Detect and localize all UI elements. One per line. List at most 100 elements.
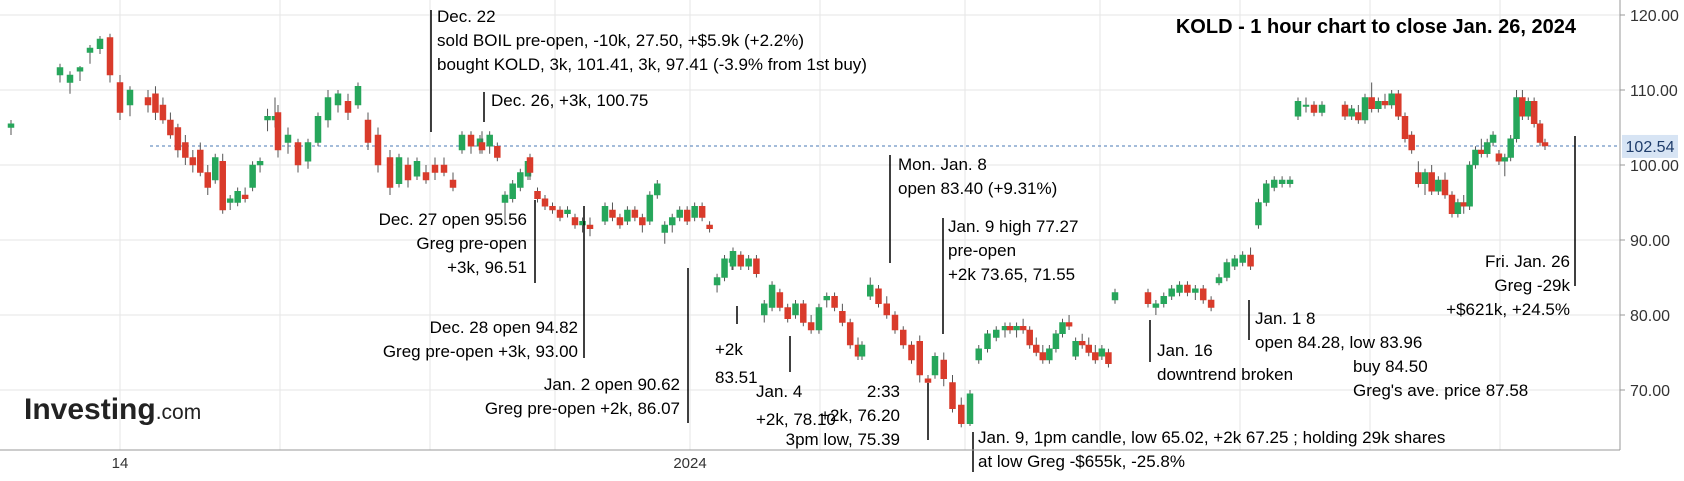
candle-down (916, 341, 923, 376)
annotation-line: Jan. 2 open 90.62 (544, 375, 680, 394)
candle-up (768, 284, 776, 308)
annotation-line: Jan. 9, 1pm candle, low 65.02, +2k 67.25… (978, 428, 1445, 447)
candle-down (1033, 344, 1040, 353)
candle-up (1072, 341, 1079, 357)
candle-down (846, 322, 854, 346)
annotation-jan2b: +2k 83.51 (715, 340, 758, 387)
annotation-line: Dec. 28 open 94.82 (430, 318, 578, 337)
candle-up (249, 164, 256, 188)
candle-up (314, 116, 322, 143)
candle-up (1013, 326, 1020, 331)
candle-up (691, 206, 698, 218)
candle-down (1536, 123, 1544, 143)
annotation-line: Greg's ave. price 87.58 (1353, 381, 1528, 400)
candle-down (174, 127, 182, 151)
candle-up (815, 307, 823, 331)
candle-up (1059, 322, 1066, 334)
candle-down (364, 119, 372, 143)
candle-up (226, 198, 234, 203)
annotation-line: +2k 73.65, 71.55 (948, 265, 1075, 284)
annotation-jan4: Jan. 4 +2k, 78.10 (756, 382, 836, 429)
candle-up (1421, 172, 1429, 184)
candle-down (1530, 101, 1538, 124)
candle-up (211, 157, 219, 181)
candle-up (66, 74, 74, 83)
candle-up (1192, 288, 1199, 293)
candle-up (1435, 179, 1442, 192)
candle-up (458, 134, 466, 151)
candle-down (167, 119, 174, 136)
candle-down (144, 97, 152, 106)
candle-up (234, 191, 241, 203)
y-tick-label: 70.00 (1630, 383, 1670, 400)
candle-down (631, 209, 639, 218)
candle-down (639, 217, 646, 226)
annotation-line: Greg pre-open +2k, 86.07 (485, 399, 680, 418)
candle-up (334, 93, 342, 106)
candle-up (413, 161, 421, 177)
candle-down (549, 206, 556, 211)
candle-down (526, 157, 534, 173)
candle-up (601, 206, 609, 222)
candle-down (1495, 153, 1503, 162)
candle-up (1361, 97, 1369, 121)
candle-down (737, 254, 745, 267)
candle-down (1199, 288, 1207, 301)
investing-logo: Investing.com (24, 393, 201, 426)
candle-up (1294, 101, 1302, 117)
candle-up (56, 67, 64, 76)
candle-down (556, 209, 564, 218)
candle-down (958, 404, 965, 424)
candle-down (1478, 149, 1485, 154)
candle-up (1348, 108, 1355, 117)
candle-up (1270, 179, 1278, 188)
annotation-line: Jan. 9 high 77.27 (948, 217, 1078, 236)
candle-down (1207, 299, 1215, 308)
annotation-line: Greg -29k (1494, 276, 1570, 295)
candle-down (1401, 116, 1409, 139)
annotation-line: 3pm low, 75.39 (786, 430, 900, 449)
candle-down (831, 296, 838, 308)
candle-down (940, 359, 947, 379)
candle-down (784, 307, 791, 319)
candle-down (1184, 284, 1191, 293)
candle-up (823, 296, 830, 301)
candle-down (541, 198, 549, 207)
candle-down (467, 134, 475, 147)
candle-up (646, 194, 654, 222)
candle-down (1078, 341, 1086, 346)
candle-up (975, 348, 982, 361)
candle-down (1247, 254, 1254, 267)
candle-up (1046, 348, 1053, 361)
candle-down (1355, 112, 1362, 121)
candle-down (800, 303, 807, 323)
candle-down (1428, 172, 1435, 192)
annotation-line: at low Greg -$655k, -25.8% (978, 452, 1185, 471)
annotation-dec22: Dec. 22 sold BOIL pre-open, -10k, 27.50, … (437, 7, 867, 74)
annotation-line: downtrend broken (1157, 365, 1293, 384)
annotation-jan9low: Jan. 9, 1pm candle, low 65.02, +2k 67.25… (978, 428, 1445, 471)
candle-up (1525, 101, 1532, 117)
y-tick-label: 110.00 (1630, 83, 1678, 100)
candle-up (1286, 179, 1294, 184)
candle-up (654, 183, 661, 196)
candle-up (1501, 157, 1509, 162)
annotation-line: Mon. Jan. 8 (898, 155, 987, 174)
annotation-dec27: Dec. 27 open 95.56 Greg pre-open +3k, 96.5… (379, 210, 527, 277)
candle-down (374, 134, 382, 166)
candle-down (1381, 101, 1389, 106)
candle-down (683, 209, 691, 222)
annotation-line: +$621k, +24.5% (1446, 300, 1570, 319)
candle-up (676, 209, 683, 218)
annotation-line: 2:33 (867, 382, 900, 401)
candle-down (949, 382, 956, 409)
candle-down (494, 146, 501, 158)
annotation-line: +2k (715, 340, 743, 359)
candle-up (1239, 254, 1246, 263)
candle-up (624, 209, 631, 222)
candle-down (1019, 326, 1027, 331)
annotation-line: buy 84.50 (1353, 357, 1428, 376)
candle-up (1160, 296, 1168, 304)
candle-down (449, 179, 457, 188)
candle-up (1472, 149, 1479, 166)
